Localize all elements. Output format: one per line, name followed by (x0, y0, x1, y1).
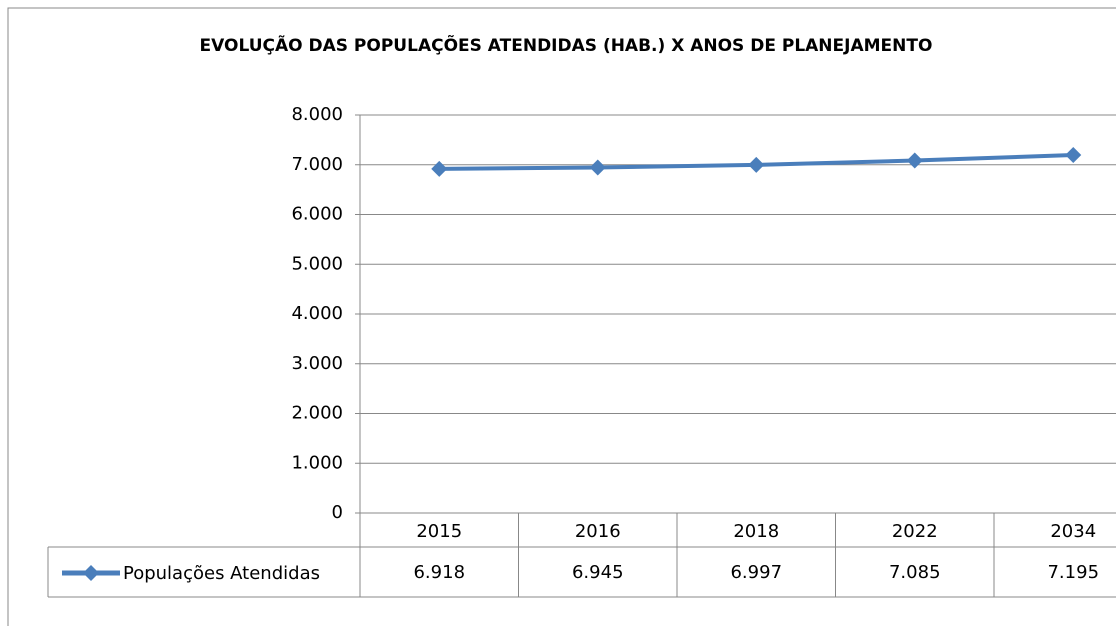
y-tick-label: 0 (332, 502, 343, 523)
y-tick-label: 1.000 (291, 452, 343, 473)
chart-title: EVOLUÇÃO DAS POPULAÇÕES ATENDIDAS (HAB.)… (200, 33, 933, 56)
marker (589, 159, 606, 176)
table-value: 6.997 (730, 562, 782, 583)
x-tick-label: 2034 (1050, 521, 1096, 542)
x-tick-label: 2016 (575, 521, 621, 542)
marker (906, 152, 923, 169)
x-tick-label: 2015 (416, 521, 462, 542)
y-tick-label: 7.000 (291, 154, 343, 175)
table-value: 7.085 (889, 562, 941, 583)
y-tick-label: 5.000 (291, 253, 343, 274)
legend-marker (83, 565, 99, 581)
marker (748, 156, 765, 173)
marker (1065, 147, 1082, 164)
x-tick-label: 2018 (733, 521, 779, 542)
table-value: 6.945 (572, 562, 624, 583)
y-tick-label: 6.000 (291, 204, 343, 225)
table-value: 6.918 (413, 562, 465, 583)
x-tick-label: 2022 (892, 521, 938, 542)
y-tick-label: 3.000 (291, 353, 343, 374)
marker (431, 160, 448, 177)
table-value: 7.195 (1047, 562, 1099, 583)
chart-frame (7, 7, 1116, 626)
y-tick-label: 8.000 (291, 104, 343, 125)
y-tick-label: 2.000 (291, 403, 343, 424)
legend-label: Populações Atendidas (123, 563, 320, 584)
y-tick-label: 4.000 (291, 303, 343, 324)
